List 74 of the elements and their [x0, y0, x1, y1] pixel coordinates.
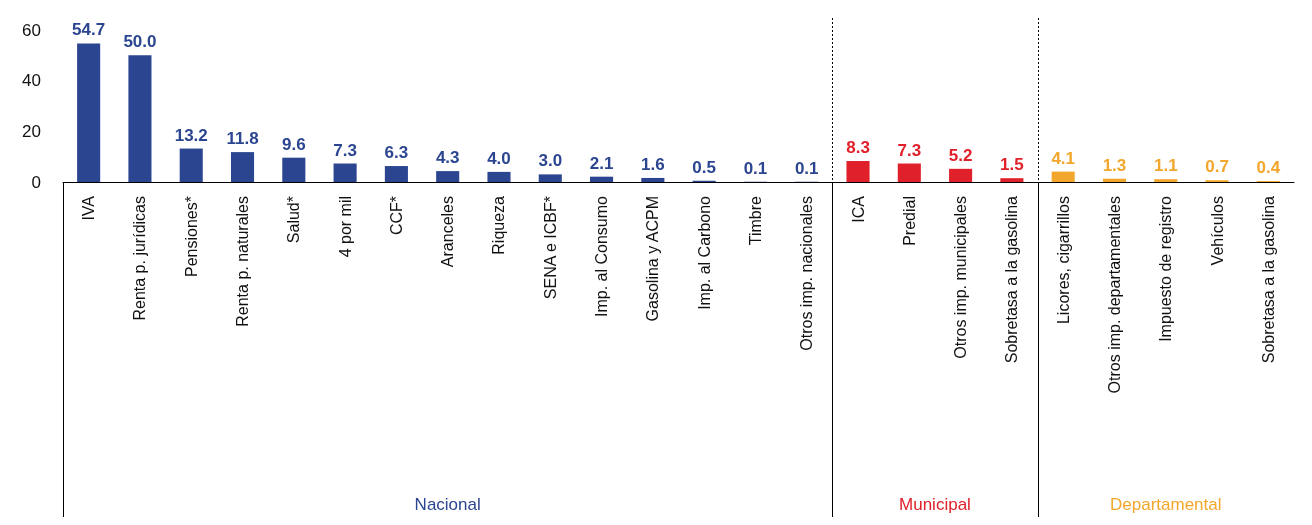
bar: [230, 152, 255, 182]
data-label: 1.1: [1153, 156, 1178, 176]
data-label: 6.3: [384, 143, 409, 163]
x-tick-label: Impuesto de registro: [1157, 195, 1175, 342]
x-tick-label: ICA: [849, 195, 867, 223]
x-tick-label: Salud*: [285, 196, 303, 244]
bar: [77, 43, 101, 182]
data-label: 13.2: [174, 125, 208, 145]
x-tick-label: Pensiones*: [182, 196, 200, 277]
x-tick-label: Sobretasa a la gasolina: [1003, 195, 1021, 364]
text: Nacional: [414, 495, 481, 514]
data-label: 5.2: [948, 145, 973, 165]
data-label: 3.0: [538, 151, 563, 171]
x-tick-label: IVA: [80, 195, 98, 221]
data-label: 8.3: [846, 137, 870, 157]
data-label: 7.3: [897, 140, 922, 160]
data-label: 7.3: [333, 140, 357, 160]
data-label: 54.7: [72, 20, 106, 40]
x-tick-label: Gasolina y ACPM: [644, 196, 662, 322]
data-label: 50.0: [123, 32, 157, 52]
bar: [846, 160, 870, 182]
data-label: 4.1: [1051, 148, 1076, 168]
bar: [1000, 178, 1024, 182]
data-label: 9.6: [281, 134, 306, 154]
x-tick-label: Riqueza: [490, 195, 508, 255]
x-tick-label: SENA e ICBF*: [541, 196, 559, 300]
x-tick-label: Sobretasa a la gasolina: [1259, 195, 1277, 364]
data-label: 0.5: [692, 157, 716, 177]
y-tick-label: 40: [22, 71, 41, 91]
data-label: 1.5: [1000, 155, 1024, 175]
x-tick-label: Renta p. naturales: [234, 196, 252, 327]
data-label: 4.3: [435, 148, 460, 168]
x-tick-label: Renta p. jurídicas: [131, 196, 149, 321]
bar: [897, 163, 921, 182]
data-label: 1.3: [1102, 155, 1127, 175]
x-tick-label: Licores, cigarrillos: [1054, 196, 1072, 325]
data-label: 11.8: [226, 129, 259, 149]
bar: [641, 177, 665, 182]
x-tick-label: Otros imp. municipales: [952, 196, 970, 359]
x-tick-label: Predial: [900, 196, 918, 246]
x-tick-label: Imp. al Carbono: [695, 195, 713, 310]
bar: [384, 166, 408, 182]
y-tick-label: 20: [22, 121, 41, 141]
x-tick-label: Vehículos: [1208, 196, 1226, 266]
y-tick-label: 60: [22, 20, 41, 40]
bar: [128, 55, 152, 182]
data-label: 0.1: [743, 158, 768, 178]
bar: [538, 174, 562, 182]
bar: [282, 157, 306, 182]
data-label: 0.7: [1205, 157, 1229, 177]
bar: [487, 171, 511, 182]
bar: [1154, 179, 1178, 182]
x-tick-label: Otros imp. nacionales: [798, 196, 816, 351]
x-tick-label: Aranceles: [439, 196, 457, 268]
x-tick-label: Timbre: [746, 195, 764, 246]
bar: [1051, 171, 1075, 182]
data-label: 2.1: [589, 153, 614, 173]
data-label: 1.6: [641, 154, 665, 174]
x-tick-label: CCF*: [387, 196, 405, 236]
bar: [436, 171, 460, 182]
data-label: 0.1: [794, 158, 819, 178]
bar: [590, 176, 614, 182]
x-tick-label: Imp. al Consumo: [593, 195, 611, 317]
bar: [949, 168, 973, 182]
bar: [179, 148, 203, 182]
x-tick-label: Otros imp. departamentales: [1105, 196, 1123, 394]
text: Municipal: [899, 495, 971, 514]
text: Departamental: [1110, 495, 1222, 514]
bar: [1102, 178, 1127, 182]
data-label: 4.0: [487, 148, 511, 168]
y-tick-label: 0: [31, 172, 41, 192]
data-label: 0.4: [1256, 157, 1281, 177]
x-tick-label: 4 por mil: [336, 196, 354, 258]
bar: [333, 163, 357, 182]
